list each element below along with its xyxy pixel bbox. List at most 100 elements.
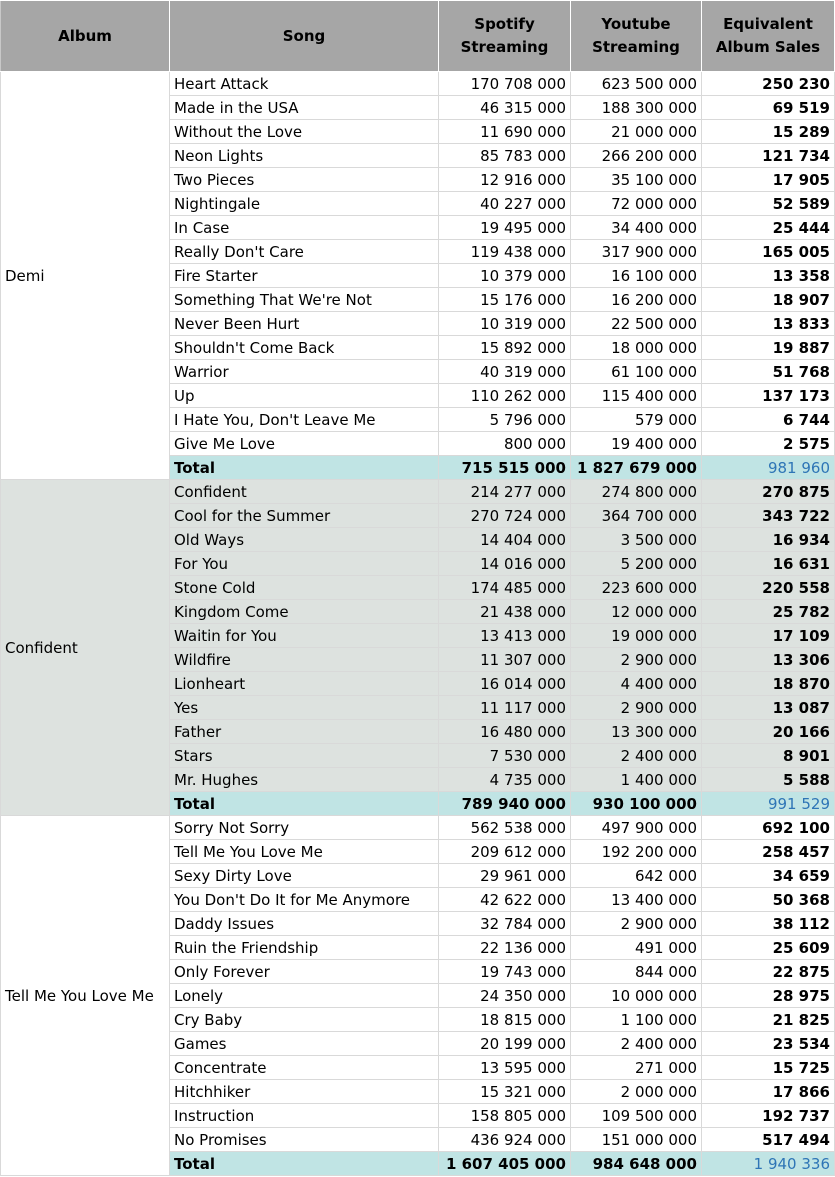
spotify-streams: 15 321 000 — [438, 1079, 571, 1104]
song-title: Yes — [169, 695, 439, 720]
table-row: Without the Love 11 690 000 21 000 000 15 2… — [1, 119, 835, 144]
song-title: Only Forever — [169, 959, 439, 984]
youtube-streams: 266 200 000 — [570, 143, 702, 168]
youtube-streams: 18 000 000 — [570, 335, 702, 360]
spotify-streams: 32 784 000 — [438, 911, 571, 936]
song-title: Never Been Hurt — [169, 311, 439, 336]
spotify-streams: 46 315 000 — [438, 95, 571, 120]
spotify-streams: 10 319 000 — [438, 311, 571, 336]
spotify-streams: 42 622 000 — [438, 887, 571, 912]
song-title: I Hate You, Don't Leave Me — [169, 407, 439, 432]
youtube-streams: 13 300 000 — [570, 719, 702, 744]
song-title: Kingdom Come — [169, 599, 439, 624]
spotify-streams: 13 595 000 — [438, 1055, 571, 1080]
spotify-streams: 16 480 000 — [438, 719, 571, 744]
header-equivalent-line1: Equivalent — [723, 15, 813, 33]
equivalent-album-sales: 517 494 — [701, 1127, 835, 1152]
spotify-streams: 19 743 000 — [438, 959, 571, 984]
spotify-streams: 21 438 000 — [438, 599, 571, 624]
table-row: Kingdom Come 21 438 000 12 000 000 25 782 — [1, 599, 835, 624]
table-row: No Promises 436 924 000 151 000 000 517 494 — [1, 1127, 835, 1152]
song-title: Something That We're Not — [169, 287, 439, 312]
equivalent-album-sales: 16 631 — [701, 551, 835, 576]
equivalent-album-sales: 2 575 — [701, 431, 835, 456]
table-row: Daddy Issues 32 784 000 2 900 000 38 112 — [1, 911, 835, 936]
table-row: Up 110 262 000 115 400 000 137 173 — [1, 383, 835, 408]
spotify-streams: 158 805 000 — [438, 1103, 571, 1128]
spotify-streams: 18 815 000 — [438, 1007, 571, 1032]
table-row: Demi Heart Attack 170 708 000 623 500 000 25… — [0, 71, 835, 480]
song-title: Concentrate — [169, 1055, 439, 1080]
song-title: Sexy Dirty Love — [169, 863, 439, 888]
table-row: Stars 7 530 000 2 400 000 8 901 — [1, 743, 835, 768]
youtube-streams: 109 500 000 — [570, 1103, 702, 1128]
equivalent-album-sales: 15 289 — [701, 119, 835, 144]
equivalent-album-sales: 20 166 — [701, 719, 835, 744]
header-spotify: Spotify Streaming — [438, 0, 571, 72]
equivalent-album-sales: 121 734 — [701, 143, 835, 168]
spotify-streams: 11 117 000 — [438, 695, 571, 720]
total-equivalent-album-sales: 991 529 — [701, 791, 835, 816]
youtube-streams: 35 100 000 — [570, 167, 702, 192]
table-row: I Hate You, Don't Leave Me 5 796 000 579 0… — [1, 407, 835, 432]
table-row: Something That We're Not 15 176 000 16 200… — [1, 287, 835, 312]
youtube-streams: 274 800 000 — [570, 479, 702, 504]
total-youtube: 984 648 000 — [570, 1151, 702, 1176]
table-row: Instruction 158 805 000 109 500 000 192 737 — [1, 1103, 835, 1128]
equivalent-album-sales: 13 833 — [701, 311, 835, 336]
spotify-streams: 15 892 000 — [438, 335, 571, 360]
equivalent-album-sales: 165 005 — [701, 239, 835, 264]
spotify-streams: 14 016 000 — [438, 551, 571, 576]
youtube-streams: 364 700 000 — [570, 503, 702, 528]
equivalent-album-sales: 13 306 — [701, 647, 835, 672]
spotify-streams: 24 350 000 — [438, 983, 571, 1008]
song-title: Games — [169, 1031, 439, 1056]
spotify-streams: 20 199 000 — [438, 1031, 571, 1056]
table-row: In Case 19 495 000 34 400 000 25 444 — [1, 215, 835, 240]
spotify-streams: 174 485 000 — [438, 575, 571, 600]
youtube-streams: 19 000 000 — [570, 623, 702, 648]
table-row: Stone Cold 174 485 000 223 600 000 220 558 — [1, 575, 835, 600]
total-row: Total 1 607 405 000 984 648 000 1 940 336 — [1, 1151, 835, 1176]
youtube-streams: 151 000 000 — [570, 1127, 702, 1152]
song-title: Stars — [169, 743, 439, 768]
header-youtube-line2: Streaming — [592, 38, 680, 56]
song-title: Cool for the Summer — [169, 503, 439, 528]
youtube-streams: 192 200 000 — [570, 839, 702, 864]
youtube-streams: 1 100 000 — [570, 1007, 702, 1032]
equivalent-album-sales: 51 768 — [701, 359, 835, 384]
song-title: Instruction — [169, 1103, 439, 1128]
song-title: Shouldn't Come Back — [169, 335, 439, 360]
spotify-streams: 110 262 000 — [438, 383, 571, 408]
equivalent-album-sales: 16 934 — [701, 527, 835, 552]
table-row: Wildfire 11 307 000 2 900 000 13 306 — [1, 647, 835, 672]
equivalent-album-sales: 137 173 — [701, 383, 835, 408]
spotify-streams: 19 495 000 — [438, 215, 571, 240]
total-spotify: 715 515 000 — [438, 455, 571, 480]
youtube-streams: 22 500 000 — [570, 311, 702, 336]
equivalent-album-sales: 23 534 — [701, 1031, 835, 1056]
total-label: Total — [169, 455, 439, 480]
table-row: Ruin the Friendship 22 136 000 491 000 25 6… — [1, 935, 835, 960]
youtube-streams: 2 900 000 — [570, 647, 702, 672]
youtube-streams: 491 000 — [570, 935, 702, 960]
table-row: Mr. Hughes 4 735 000 1 400 000 5 588 — [1, 767, 835, 792]
youtube-streams: 4 400 000 — [570, 671, 702, 696]
spotify-streams: 562 538 000 — [438, 815, 571, 840]
equivalent-album-sales: 692 100 — [701, 815, 835, 840]
youtube-streams: 5 200 000 — [570, 551, 702, 576]
youtube-streams: 223 600 000 — [570, 575, 702, 600]
album-name: Confident — [0, 479, 170, 816]
spotify-streams: 11 307 000 — [438, 647, 571, 672]
equivalent-album-sales: 50 368 — [701, 887, 835, 912]
total-row: Total 789 940 000 930 100 000 991 529 — [1, 791, 835, 816]
song-title: Father — [169, 719, 439, 744]
youtube-streams: 642 000 — [570, 863, 702, 888]
table-row: Lonely 24 350 000 10 000 000 28 975 — [1, 983, 835, 1008]
youtube-streams: 188 300 000 — [570, 95, 702, 120]
table-row: Old Ways 14 404 000 3 500 000 16 934 — [1, 527, 835, 552]
song-title: Lionheart — [169, 671, 439, 696]
spotify-streams: 40 227 000 — [438, 191, 571, 216]
table-row: Tell Me You Love Me Sorry Not Sorry 562 53… — [0, 815, 835, 1176]
